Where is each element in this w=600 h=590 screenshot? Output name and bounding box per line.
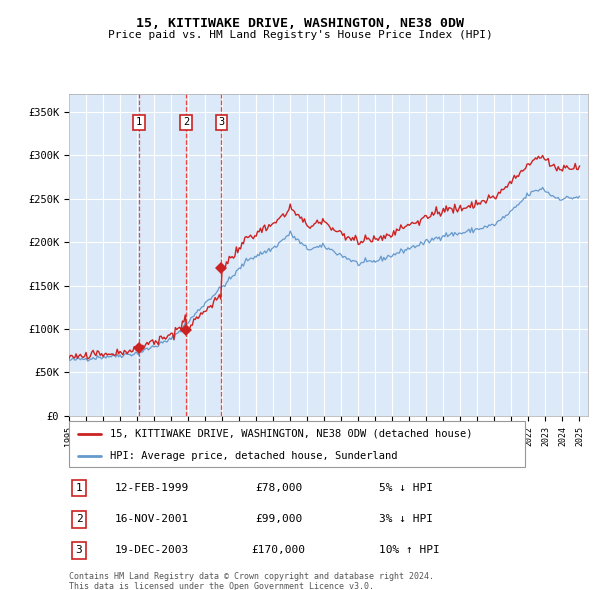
Text: HPI: Average price, detached house, Sunderland: HPI: Average price, detached house, Sund… — [110, 451, 398, 461]
Text: 15, KITTIWAKE DRIVE, WASHINGTON, NE38 0DW: 15, KITTIWAKE DRIVE, WASHINGTON, NE38 0D… — [136, 17, 464, 30]
Text: 3: 3 — [218, 117, 224, 127]
Text: 3: 3 — [76, 545, 82, 555]
Text: 15, KITTIWAKE DRIVE, WASHINGTON, NE38 0DW (detached house): 15, KITTIWAKE DRIVE, WASHINGTON, NE38 0D… — [110, 429, 473, 439]
Text: £99,000: £99,000 — [255, 514, 302, 524]
Text: 19-DEC-2003: 19-DEC-2003 — [115, 545, 189, 555]
Text: 3% ↓ HPI: 3% ↓ HPI — [379, 514, 433, 524]
Text: £170,000: £170,000 — [252, 545, 306, 555]
Text: 5% ↓ HPI: 5% ↓ HPI — [379, 483, 433, 493]
Text: Price paid vs. HM Land Registry's House Price Index (HPI): Price paid vs. HM Land Registry's House … — [107, 30, 493, 40]
FancyBboxPatch shape — [69, 421, 525, 467]
Text: 1: 1 — [76, 483, 82, 493]
Text: 16-NOV-2001: 16-NOV-2001 — [115, 514, 189, 524]
Text: 10% ↑ HPI: 10% ↑ HPI — [379, 545, 440, 555]
Text: This data is licensed under the Open Government Licence v3.0.: This data is licensed under the Open Gov… — [69, 582, 374, 590]
Text: 2: 2 — [76, 514, 82, 524]
Text: 12-FEB-1999: 12-FEB-1999 — [115, 483, 189, 493]
Text: 1: 1 — [136, 117, 142, 127]
Text: Contains HM Land Registry data © Crown copyright and database right 2024.: Contains HM Land Registry data © Crown c… — [69, 572, 434, 581]
Text: £78,000: £78,000 — [255, 483, 302, 493]
Text: 2: 2 — [183, 117, 189, 127]
